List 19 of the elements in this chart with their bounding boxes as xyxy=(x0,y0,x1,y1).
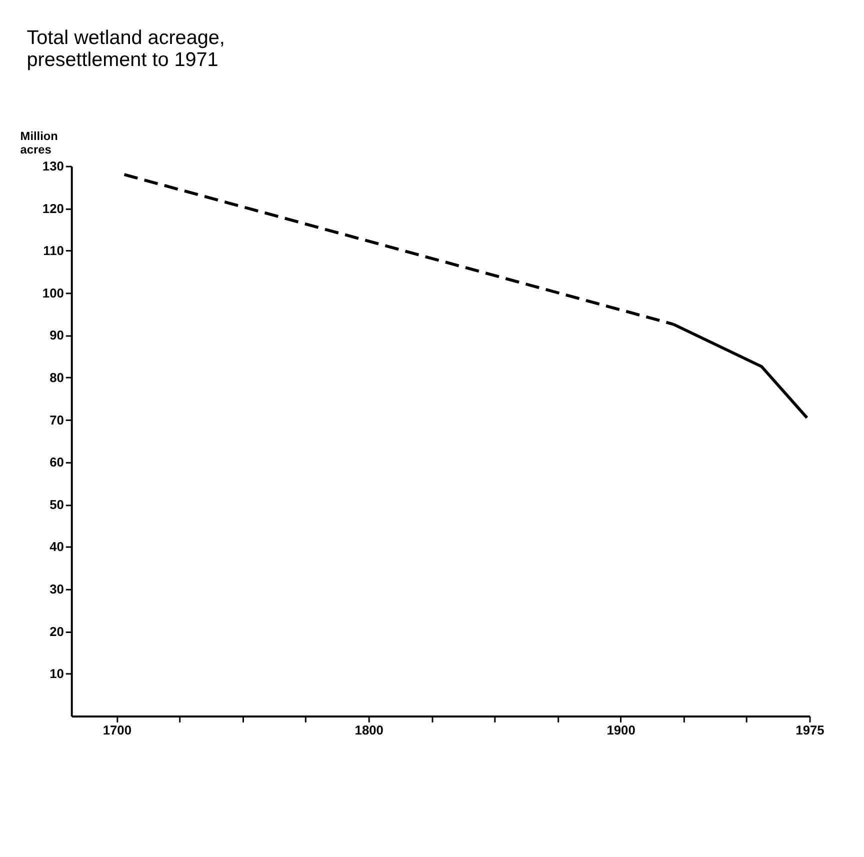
y-tick-label: 90 xyxy=(50,328,64,343)
y-tick-label: 80 xyxy=(50,370,64,386)
y-tick-label: 10 xyxy=(50,666,64,682)
y-tick-label: 60 xyxy=(50,454,64,470)
y-tick-label: 50 xyxy=(50,496,64,512)
y-tick-label: 110 xyxy=(43,243,64,258)
y-tick-label: 70 xyxy=(50,412,64,428)
y-tick-label: 120 xyxy=(42,200,64,216)
y-tick-label: 30 xyxy=(50,582,64,597)
y-tick-label: 20 xyxy=(50,624,64,639)
y-tick-label: 40 xyxy=(50,539,64,554)
x-tick-label: 1975 xyxy=(796,722,824,738)
x-tick-label: 1800 xyxy=(354,722,384,738)
y-axis-title: Million acres xyxy=(20,128,58,157)
y-tick-label: 130 xyxy=(42,158,64,174)
x-tick-label: 1700 xyxy=(102,722,132,738)
chart-title: Total wetland acreage, presettlement to 1971 xyxy=(26,27,225,71)
x-tick-label: 1900 xyxy=(606,722,636,738)
y-tick-label: 100 xyxy=(42,285,64,300)
